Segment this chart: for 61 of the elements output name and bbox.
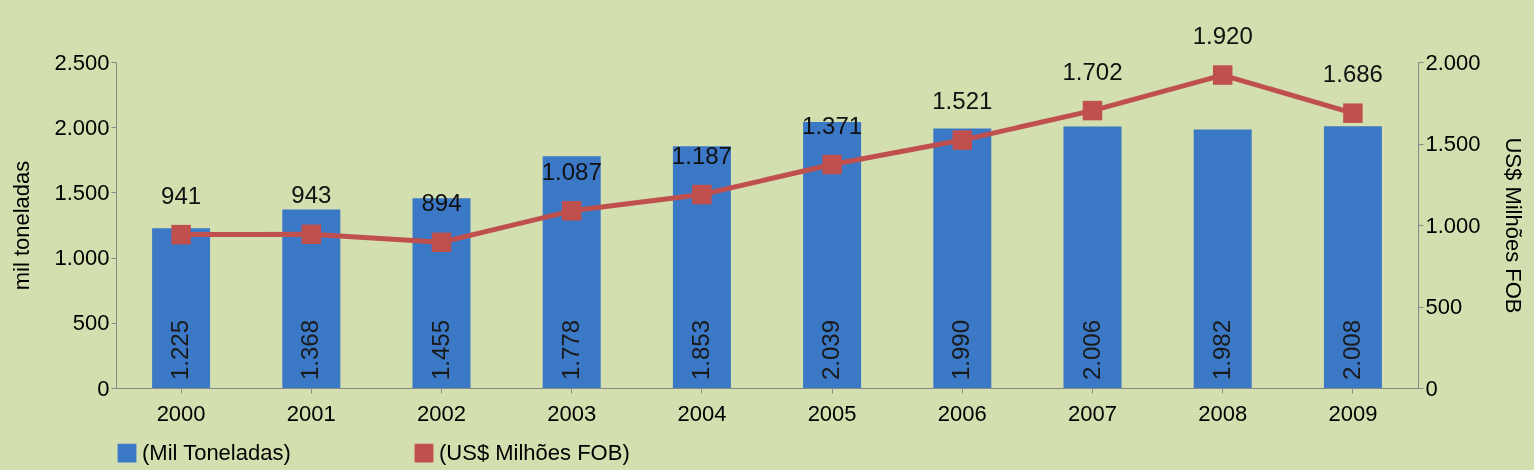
y2-tick-label: 2.000: [1425, 49, 1481, 75]
data-label: 1.920: [1192, 22, 1253, 50]
data-label: 1.087: [541, 157, 602, 185]
y-tick-label: 1.500: [54, 179, 110, 205]
point: [822, 154, 842, 175]
bar: [672, 146, 731, 388]
y-tick-label: 0: [97, 375, 110, 401]
x-tick-label: 2005: [807, 400, 857, 426]
x-tick-label: 2002: [417, 400, 466, 426]
bar: [152, 228, 211, 388]
point: [1082, 100, 1103, 121]
data-label: 1.521: [932, 87, 993, 115]
data-label: 941: [161, 181, 202, 209]
legend-label: (US$ Milhões FOB): [439, 440, 630, 466]
data-label: 1.990: [947, 319, 975, 380]
bar: [1193, 129, 1252, 388]
x-tick-label: 2003: [547, 400, 597, 426]
bar: [1063, 126, 1122, 388]
bar: [282, 209, 341, 388]
bar: [933, 128, 992, 388]
x-tick-label: 2007: [1068, 400, 1117, 426]
bar: [1323, 126, 1382, 388]
point: [1212, 65, 1233, 85]
x-tick-label: 2000: [156, 400, 206, 426]
x-tick-label: 2006: [937, 400, 987, 426]
data-label: 2.008: [1337, 319, 1365, 380]
y-tick-label: 500: [72, 310, 110, 336]
bar: [542, 156, 601, 388]
data-label: 1.455: [426, 319, 454, 380]
data-label: 2.006: [1077, 319, 1105, 380]
x-tick-label: 2001: [286, 400, 336, 426]
data-label: 1.225: [166, 319, 194, 380]
y-axis-title: mil toneladas: [9, 160, 35, 291]
y2-tick-label: 0: [1425, 375, 1438, 401]
data-label: 1.982: [1207, 319, 1235, 380]
y2-tick-label: 1.500: [1425, 131, 1481, 156]
point: [561, 201, 582, 221]
legend-label: (Mil Toneladas): [142, 440, 291, 466]
y2-axis-title: US$ Milhões FOB: [1500, 137, 1526, 314]
x-tick-label: 2008: [1198, 400, 1248, 426]
point: [431, 232, 452, 253]
point: [692, 184, 712, 205]
y2-tick-label: 1.000: [1425, 212, 1481, 238]
y-tick-label: 1.000: [54, 245, 110, 271]
data-label: 1.702: [1062, 57, 1123, 85]
data-label: 2.039: [817, 319, 845, 380]
point: [301, 224, 322, 245]
y-tick-label: 2.000: [54, 114, 110, 140]
point: [952, 130, 973, 150]
point: [171, 224, 191, 245]
data-label: 943: [291, 181, 332, 209]
x-tick-label: 2009: [1328, 400, 1378, 426]
data-label: 1.686: [1322, 60, 1383, 88]
x-tick-label: 2004: [677, 400, 727, 426]
point: [1343, 103, 1363, 123]
y-tick-label: 2.500: [54, 49, 110, 75]
data-label: 1.368: [296, 319, 324, 380]
y2-tick-label: 500: [1425, 294, 1463, 319]
data-label: 1.187: [671, 141, 732, 169]
data-label: 1.778: [556, 319, 584, 380]
data-label: 1.853: [686, 319, 714, 380]
